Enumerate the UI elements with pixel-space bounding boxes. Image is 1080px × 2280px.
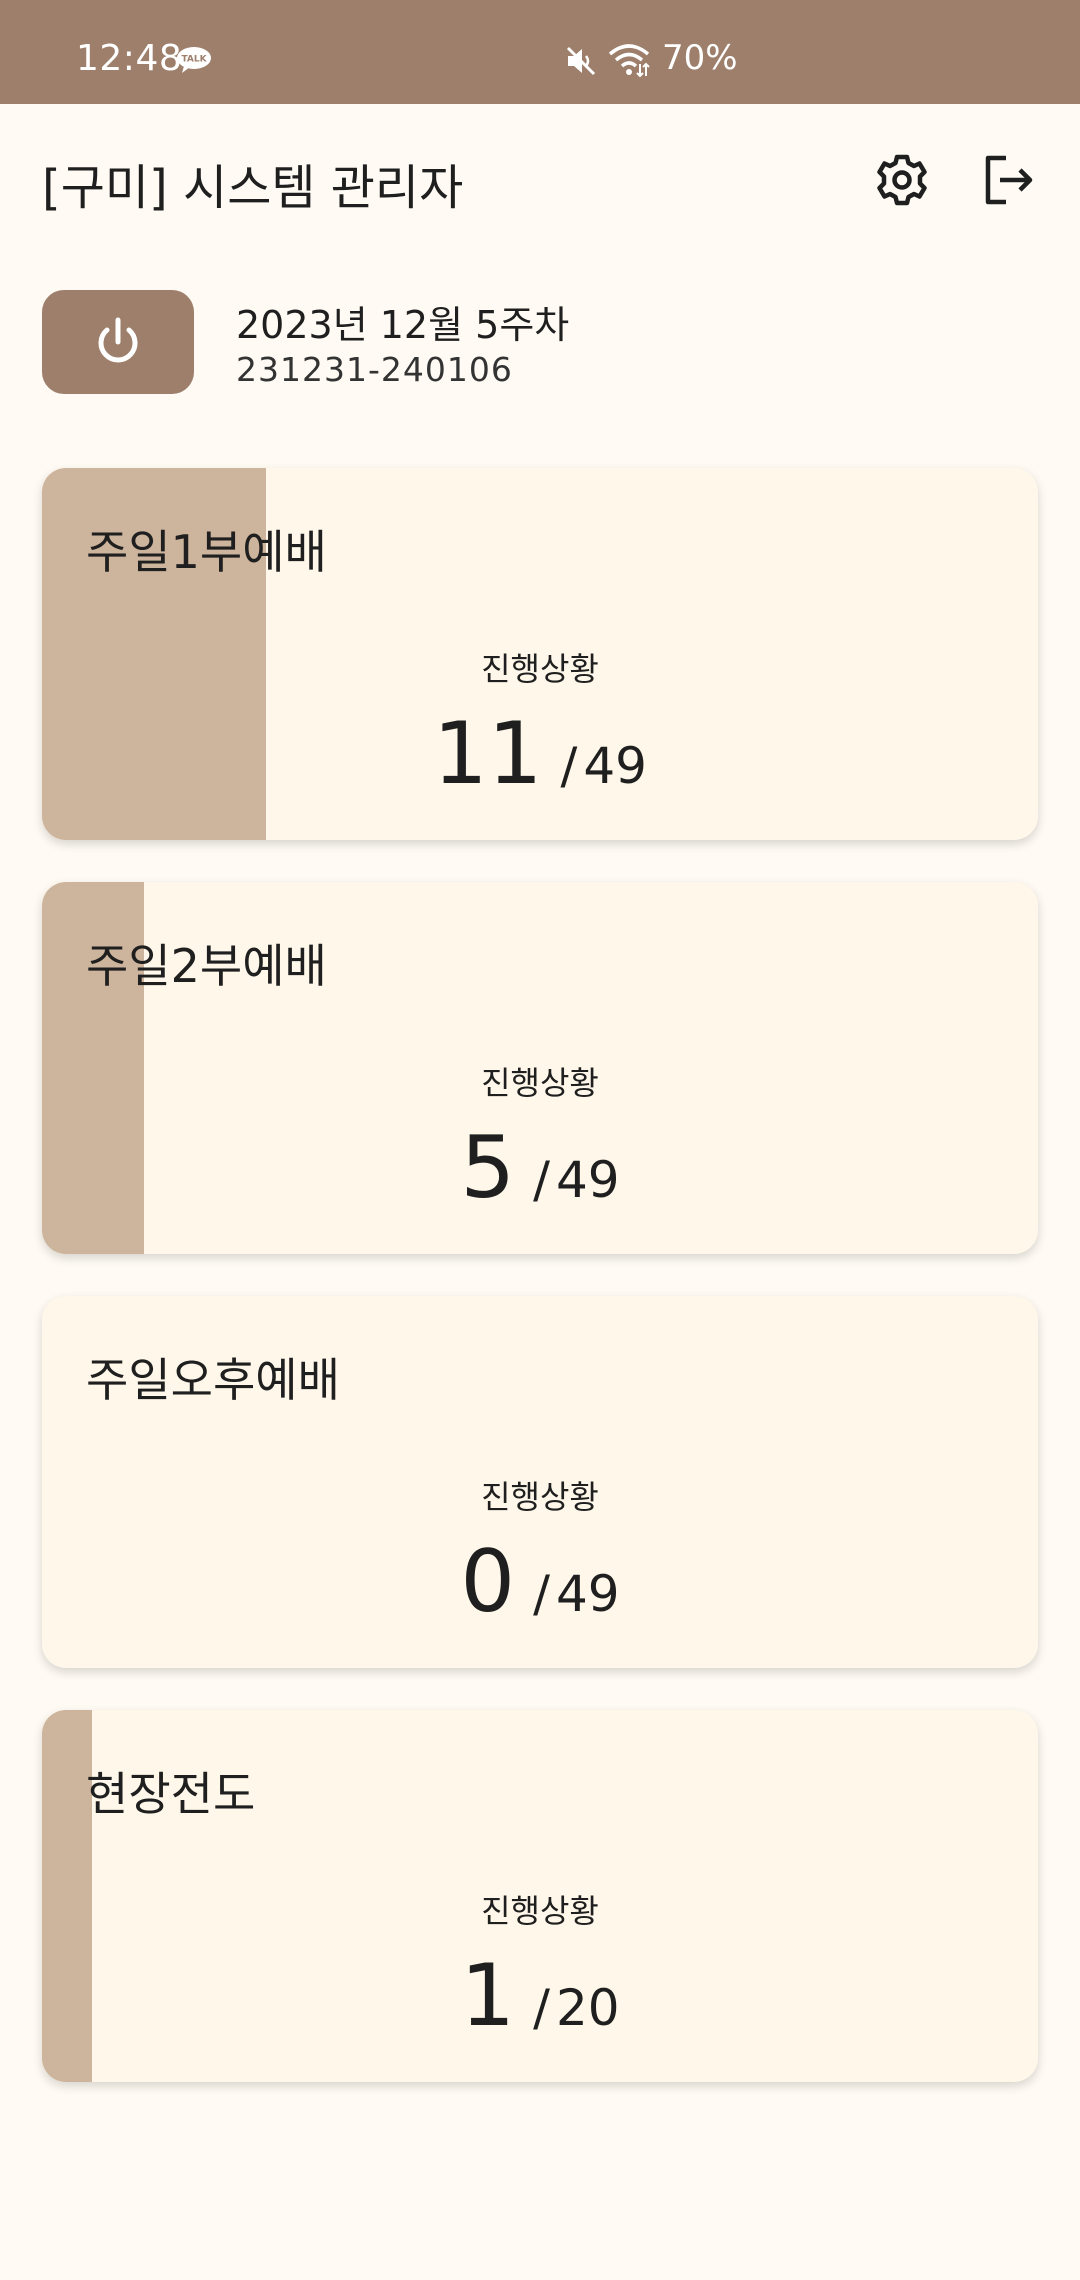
service-card[interactable]: 주일오후예배 진행상황 0 /49 (42, 1296, 1038, 1668)
week-range: 231231-240106 (236, 350, 513, 389)
count-total: 49 (555, 1565, 620, 1623)
progress-count: 1 /20 (42, 1946, 1038, 2046)
count-done: 11 (433, 704, 543, 804)
card-title: 주일오후예배 (86, 1353, 340, 1407)
count-separator: / (560, 737, 578, 795)
progress-count: 11 /49 (42, 704, 1038, 804)
progress-fill (42, 468, 266, 840)
power-icon (98, 317, 138, 363)
card-title: 주일2부예배 (86, 939, 327, 993)
power-button[interactable] (42, 290, 194, 394)
svg-text:TALK: TALK (181, 55, 207, 65)
status-bar: 12:48 TALK 70% (0, 0, 1080, 104)
count-total: 49 (583, 737, 647, 795)
battery-level: 70% (662, 38, 738, 78)
progress-fill (42, 1710, 92, 2082)
page-title: [구미] 시스템 관리자 (42, 160, 464, 216)
count-total: 49 (555, 1151, 620, 1209)
card-title: 주일1부예배 (86, 525, 327, 579)
gear-icon (877, 154, 927, 206)
progress-count: 5 /49 (42, 1118, 1038, 1218)
card-title: 현장전도 (86, 1767, 256, 1821)
mute-icon (566, 46, 596, 76)
service-card[interactable]: 주일2부예배 진행상황 5 /49 (42, 882, 1038, 1254)
settings-button[interactable] (870, 148, 934, 212)
count-done: 1 (460, 1946, 516, 2046)
status-label: 진행상황 (481, 1064, 599, 1102)
kakaotalk-icon: TALK (177, 47, 211, 73)
status-label: 진행상황 (481, 1892, 599, 1930)
service-card[interactable]: 현장전도 진행상황 1 /20 (42, 1710, 1038, 2082)
count-done: 5 (460, 1118, 516, 1218)
count-done: 0 (460, 1532, 516, 1632)
status-label: 진행상황 (481, 1478, 599, 1516)
count-separator: / (533, 1565, 550, 1623)
week-label: 2023년 12월 5주차 (236, 303, 570, 347)
count-separator: / (533, 1979, 550, 2037)
status-label: 진행상황 (481, 650, 599, 688)
status-time: 12:48 (76, 38, 183, 79)
wifi-icon (608, 44, 650, 78)
count-total: 20 (555, 1979, 620, 2037)
service-card[interactable]: 주일1부예배 진행상황 11 /49 (42, 468, 1038, 840)
logout-icon (985, 155, 1033, 205)
logout-button[interactable] (976, 148, 1040, 212)
progress-count: 0 /49 (42, 1532, 1038, 1632)
progress-fill (42, 882, 144, 1254)
count-separator: / (533, 1151, 550, 1209)
